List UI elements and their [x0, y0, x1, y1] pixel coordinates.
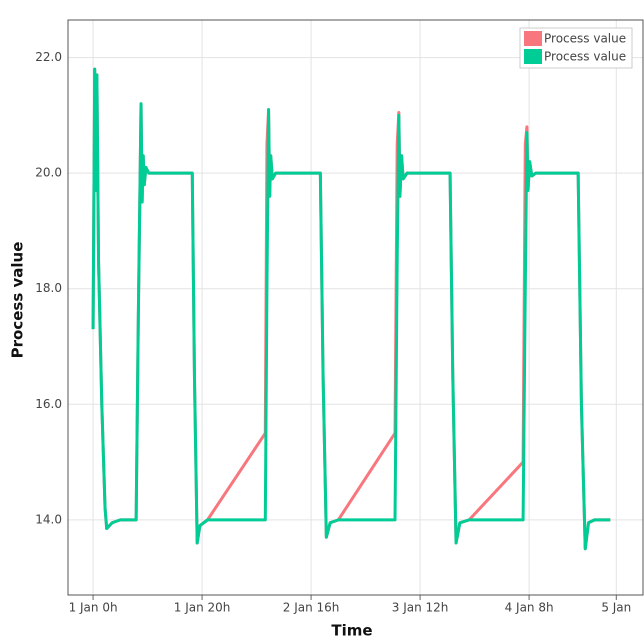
x-tick-label: 1 Jan 0h — [69, 601, 118, 615]
y-tick-label: 16.0 — [35, 397, 62, 411]
y-tick-label: 18.0 — [35, 281, 62, 295]
x-tick-label: 2 Jan 16h — [283, 601, 340, 615]
x-tick-label: 4 Jan 8h — [505, 601, 554, 615]
plot-frame — [67, 19, 644, 596]
x-tick-label: 1 Jan 20h — [174, 601, 231, 615]
legend-label: Process value — [544, 32, 626, 46]
y-axis-label: Process value — [9, 242, 27, 359]
x-tick-label: 3 Jan 12h — [392, 601, 449, 615]
x-tick-label: 5 Jan — [601, 601, 631, 615]
series-line — [91, 67, 611, 551]
series-line — [91, 67, 611, 551]
legend-label: Process value — [544, 50, 626, 64]
x-axis-label: Time — [331, 622, 372, 639]
y-tick-label: 22.0 — [35, 50, 62, 64]
legend-swatch — [524, 31, 542, 46]
legend-swatch — [524, 49, 542, 64]
y-tick-label: 20.0 — [35, 166, 62, 180]
y-tick-label: 14.0 — [35, 512, 62, 526]
